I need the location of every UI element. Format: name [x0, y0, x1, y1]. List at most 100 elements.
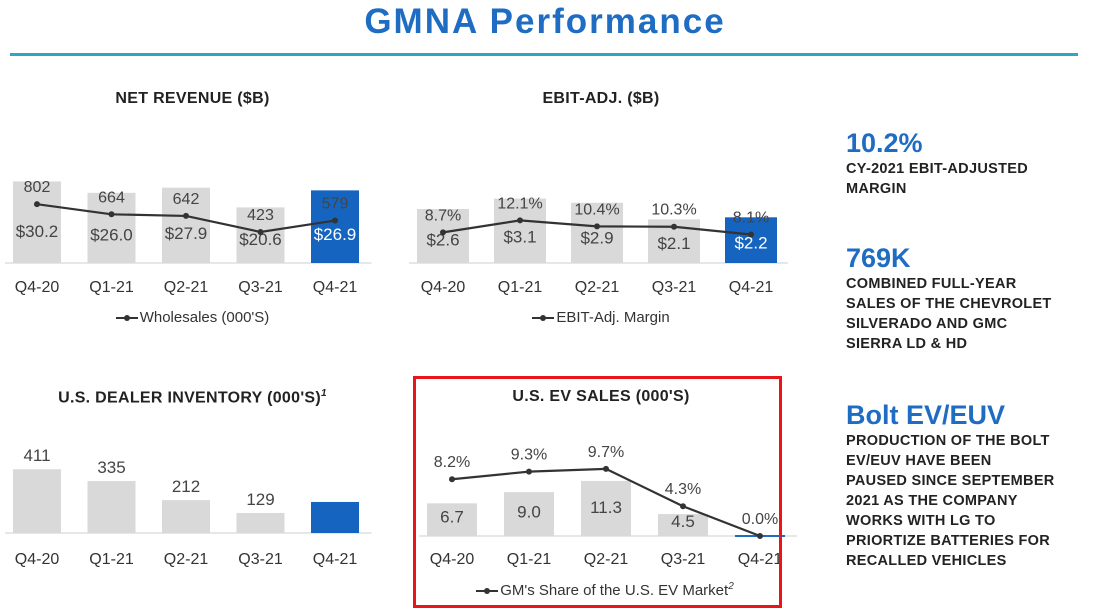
bar — [87, 192, 136, 263]
bar-value-label: $2.9 — [580, 229, 613, 248]
series-point-label: 423 — [247, 207, 274, 224]
bar-value-label: 6.7 — [440, 507, 464, 526]
category-label: Q3-21 — [661, 551, 706, 568]
bar — [87, 481, 136, 533]
ebit-chart: $2.6 Q4-20 $3.1 Q1-21 $2.9 Q2-21 $2.1 Q3-21 $2.2… — [409, 195, 788, 296]
kpi-desc: CY-2021 EBIT-ADJUSTED MARGIN — [846, 159, 1028, 199]
series-point — [526, 468, 532, 475]
series-point-label: 802 — [24, 179, 51, 196]
series-point — [594, 223, 600, 230]
bar-value-label: $30.2 — [16, 222, 59, 241]
kpi-desc: COMBINED FULL-YEAR SALES OF THE CHEVROLE… — [846, 274, 1052, 354]
category-label: Q4-21 — [313, 279, 358, 296]
bar — [311, 190, 359, 263]
category-label: Q4-21 — [729, 279, 774, 296]
bar — [494, 198, 546, 263]
category-label: Q1-21 — [89, 279, 134, 296]
ev-sales-highlight-box — [413, 376, 782, 608]
bar — [427, 503, 477, 536]
bar — [417, 209, 469, 263]
kpi-desc-line: EV/EUV HAVE BEEN — [846, 453, 992, 469]
kpi-desc-line: WORKS WITH LG TO — [846, 513, 996, 529]
kpi-bolt-ev: Bolt EV/EUV PRODUCTION OF THE BOLT EV/EU… — [846, 400, 1055, 571]
kpi-value: Bolt EV/EUV — [846, 400, 1006, 430]
bar-value-label: 200 — [321, 479, 349, 498]
kpi-silverado-sierra-sales: 769K COMBINED FULL-YEAR SALES OF THE CHE… — [846, 243, 1052, 354]
series-point-label: 9.7% — [588, 444, 624, 461]
kpi-desc-line: MARGIN — [846, 181, 907, 197]
dealer-inventory-title-text: U.S. DEALER INVENTORY (000'S) — [58, 389, 322, 407]
category-label: Q2-21 — [164, 551, 209, 568]
category-label: Q3-21 — [238, 551, 283, 568]
bar-value-label: $2.6 — [426, 231, 459, 250]
net-revenue-panel: NET REVENUE ($B) $30.2 Q4-20 $26.0 Q1-21 $27… — [5, 85, 380, 340]
series-point-label: 664 — [98, 189, 125, 206]
legend-line-marker — [476, 588, 499, 595]
category-label: Q3-21 — [238, 279, 283, 296]
kpi-desc-line: COMBINED FULL-YEAR — [846, 276, 1017, 292]
bar-value-label: 129 — [246, 490, 274, 509]
kpi-desc-line: 2021 AS THE COMPANY — [846, 493, 1018, 509]
kpi-desc-line: RECALLED VEHICLES — [846, 553, 1007, 569]
dealer-inventory-title: U.S. DEALER INVENTORY (000'S)1 — [5, 388, 380, 407]
series-point — [757, 533, 763, 539]
net-revenue-legend: Wholesales (000'S) — [5, 309, 380, 326]
kpi-desc-line: PRIORTIZE BATTERIES FOR — [846, 533, 1050, 549]
series-point — [517, 217, 523, 224]
category-label: Q4-20 — [421, 279, 466, 296]
bar-value-label: $27.9 — [165, 224, 208, 243]
bar — [13, 469, 61, 533]
category-label: Q4-20 — [15, 551, 60, 568]
series-point — [34, 201, 40, 208]
dealer-inventory-footnote: 1 — [321, 388, 327, 399]
category-label: Q4-20 — [15, 279, 60, 296]
bar-value-label: $2.2 — [734, 233, 767, 252]
category-label: Q3-21 — [652, 279, 697, 296]
bar — [581, 480, 631, 536]
category-label: Q1-21 — [89, 551, 134, 568]
series-point-label: 579 — [322, 196, 349, 213]
net-revenue-chart: $30.2 Q4-20 $26.0 Q1-21 $27.9 Q2-21 $20.6 Q3-21… — [5, 179, 372, 296]
bar-value-label: $20.6 — [239, 230, 282, 249]
series-point — [671, 223, 677, 230]
ev-sales-footnote: 2 — [728, 581, 734, 592]
category-label: Q2-21 — [164, 279, 209, 296]
bar-value-label: 11.3 — [590, 498, 622, 517]
category-label: Q4-21 — [738, 551, 783, 568]
series-point-label: 8.2% — [434, 454, 470, 471]
series-point — [108, 211, 115, 218]
ev-sales-legend: GM's Share of the U.S. EV Market2 — [409, 581, 801, 599]
category-label: Q2-21 — [584, 551, 629, 568]
series-point-label: 8.1% — [733, 209, 769, 226]
kpi-ebit-margin: 10.2% CY-2021 EBIT-ADJUSTED MARGIN — [846, 128, 1028, 199]
kpi-desc: PRODUCTION OF THE BOLT EV/EUV HAVE BEEN … — [846, 431, 1055, 571]
bar-value-label: 4.5 — [671, 512, 695, 531]
net-revenue-legend-label: Wholesales (000'S) — [139, 309, 270, 326]
series-point-label: 12.1% — [497, 195, 542, 212]
bar — [504, 492, 554, 536]
series-point-label: 8.7% — [425, 207, 461, 224]
ev-sales-panel: U.S. EV SALES (000'S) 6.7 Q4-20 9.0 Q1-21 11… — [405, 383, 797, 605]
series-point-label: 0.0% — [742, 511, 778, 528]
series-point — [449, 476, 455, 483]
bar — [162, 187, 210, 263]
series-point-label: 10.4% — [574, 201, 619, 218]
kpi-desc-line: SALES OF THE CHEVROLET — [846, 296, 1052, 312]
bar-value-label: $26.0 — [90, 226, 133, 245]
bar-value-label: 411 — [23, 446, 50, 465]
ebit-title: EBIT-ADJ. ($B) — [542, 90, 660, 107]
bar-value-label: $2.1 — [657, 234, 690, 253]
bar-value-label: 9.0 — [517, 503, 541, 522]
bar — [13, 181, 61, 263]
bar-value-label: $26.9 — [314, 225, 357, 244]
category-label: Q4-20 — [430, 551, 475, 568]
bar — [162, 500, 210, 533]
series-point-label: 9.3% — [511, 447, 547, 464]
kpi-desc-line: CY-2021 EBIT-ADJUSTED — [846, 161, 1028, 177]
series-point-label: 4.3% — [665, 481, 701, 498]
ebit-legend: EBIT-Adj. Margin — [405, 309, 797, 326]
bar-value-label: 212 — [172, 477, 200, 496]
series-point — [440, 229, 446, 236]
page-title: GMNA Performance — [364, 2, 726, 41]
legend-line-marker — [532, 315, 555, 322]
